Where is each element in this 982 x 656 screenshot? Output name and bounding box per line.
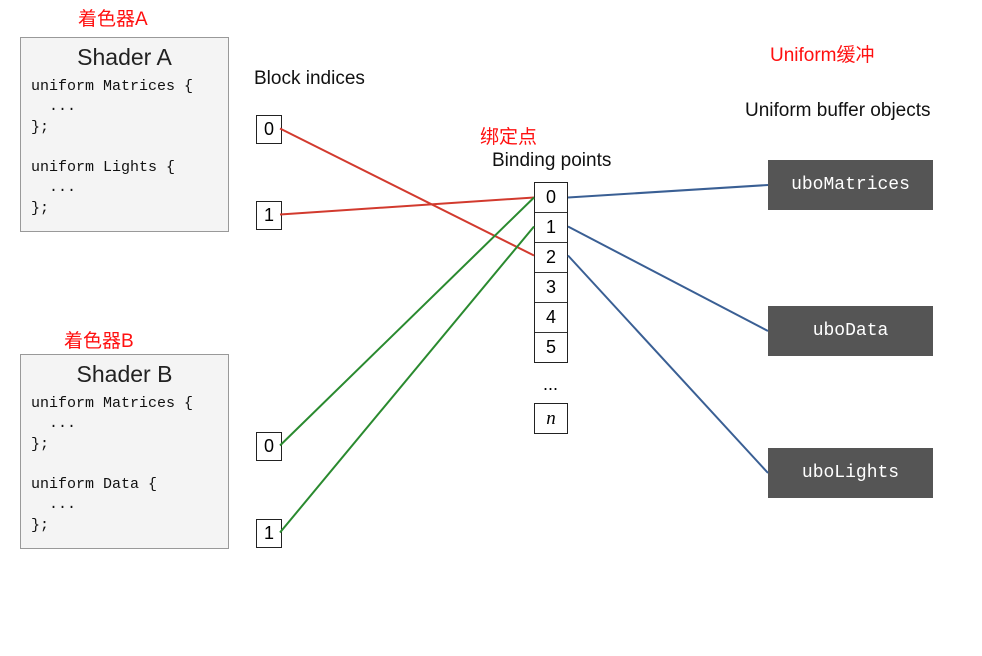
binding-point-column: 0 1 2 3 4 5 [534,182,568,363]
shader-a-title: Shader A [21,38,228,77]
title-block-indices: Block indices [254,68,365,90]
label-binding-point-cn: 绑定点 [480,122,537,149]
shader-b-code: uniform Matrices { ... }; uniform Data {… [21,394,228,548]
edge-line [568,227,768,332]
label-uniform-buffer-cn: Uniform缓冲 [770,40,875,67]
shader-a-code: uniform Matrices { ... }; uniform Lights… [21,77,228,231]
shader-b-box: Shader B uniform Matrices { ... }; unifo… [20,354,229,549]
label-shader-a-cn: 着色器A [78,4,148,31]
binding-point-cell: 0 [535,183,567,213]
binding-point-n: n [534,403,568,434]
binding-point-cell: 5 [535,333,567,362]
ubo-lights: uboLights [768,448,933,498]
edge-line [568,256,768,474]
index-b0: 0 [256,432,282,461]
binding-point-cell: 2 [535,243,567,273]
edge-line [568,185,768,198]
binding-point-cell: 3 [535,273,567,303]
edge-line [280,227,534,533]
edge-line [280,198,534,446]
edge-line [280,198,534,215]
index-a0: 0 [256,115,282,144]
shader-b-title: Shader B [21,355,228,394]
title-binding-points: Binding points [492,150,611,172]
binding-point-cell: 1 [535,213,567,243]
index-b1: 1 [256,519,282,548]
title-uniform-buffer-objects: Uniform buffer objects [745,100,931,122]
shader-a-box: Shader A uniform Matrices { ... }; unifo… [20,37,229,232]
label-shader-b-cn: 着色器B [64,326,134,353]
ubo-matrices: uboMatrices [768,160,933,210]
binding-point-cell: 4 [535,303,567,333]
index-a1: 1 [256,201,282,230]
ubo-data: uboData [768,306,933,356]
binding-point-ellipsis: ... [543,374,558,395]
